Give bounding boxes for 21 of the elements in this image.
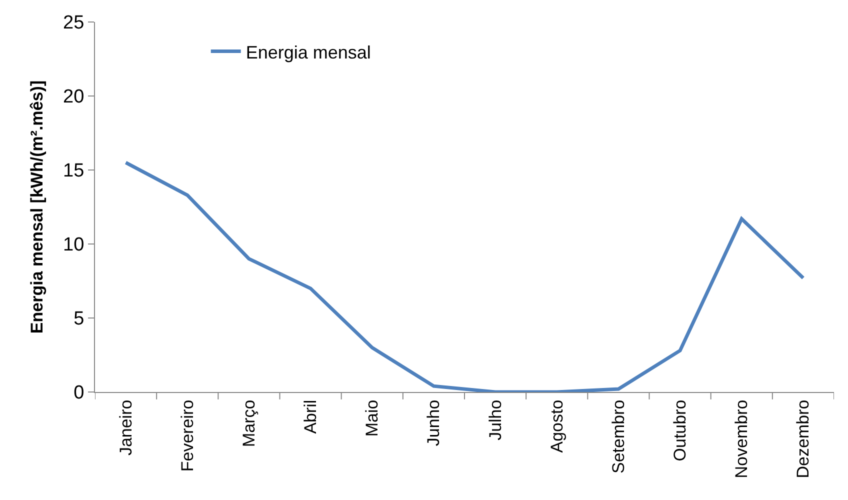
x-tick-label: Março: [239, 400, 258, 448]
x-tick-label: Outubro: [670, 400, 690, 462]
y-axis-title: Energia mensal [kWh/(m².mês)]: [28, 80, 47, 334]
x-tick-label: Janeiro: [116, 400, 136, 456]
y-tick-label: 10: [63, 234, 84, 256]
line-series: [124, 160, 805, 392]
x-tick-label: Dezembro: [794, 400, 813, 478]
x-tick-label: Maio: [362, 400, 382, 437]
y-tick-label: 0: [74, 382, 84, 404]
x-tick-label: Setembro: [608, 400, 628, 474]
y-tick-label: 20: [63, 86, 84, 108]
x-tick-label: Julho: [486, 400, 505, 440]
y-tick-label: 15: [63, 160, 84, 182]
x-tick-label: Abril: [301, 400, 320, 434]
x-tick-label: Junho: [424, 400, 444, 446]
y-tick-label: 25: [63, 12, 84, 34]
legend-label: Energia mensal: [246, 42, 371, 62]
x-tick-label: Fevereiro: [178, 400, 197, 472]
y-tick-label: 5: [74, 308, 84, 330]
x-tick-label: Novembro: [732, 400, 752, 478]
x-tick-label: Agosto: [547, 400, 566, 453]
